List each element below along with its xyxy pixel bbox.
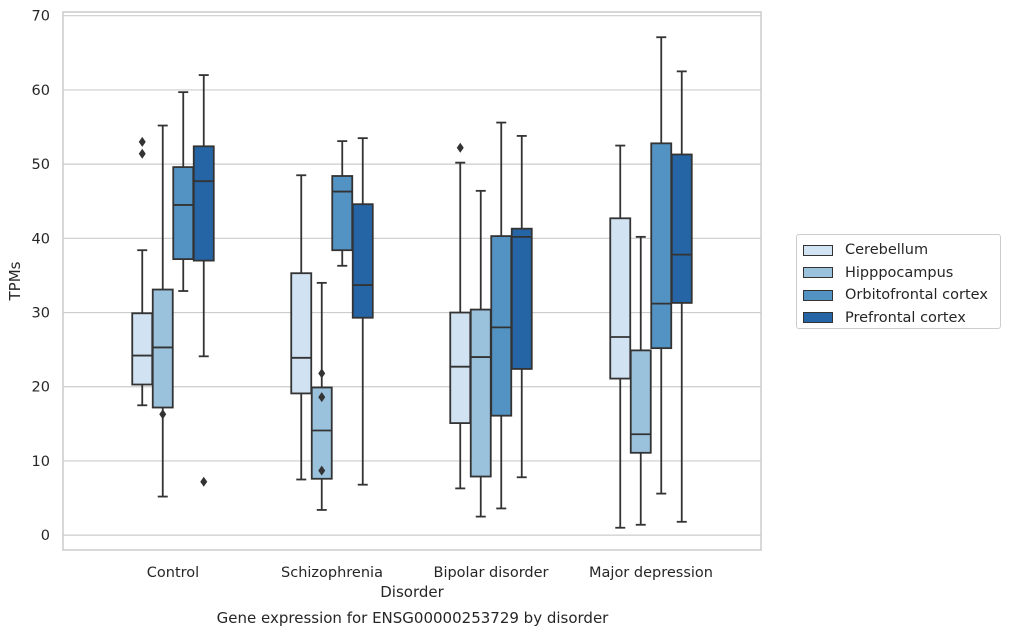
y-tick-labels: 0 10 20 30 40 50 60 70: [32, 9, 50, 544]
legend-swatch: [803, 289, 833, 301]
box-body: [192, 145, 215, 262]
legend: Cerebellum Hipppocampus Orbitofrontal cort…: [796, 234, 1001, 329]
figure-caption: Gene expression for ENSG00000253729 by d…: [216, 609, 609, 627]
x-tick-label: Bipolar disorder: [434, 565, 549, 581]
box-body: [510, 227, 533, 370]
plot-frame: [62, 11, 762, 551]
y-tick-label: 0: [41, 528, 50, 544]
box-body: [290, 272, 313, 395]
y-tick-label: 40: [32, 231, 50, 247]
box-body: [609, 217, 632, 380]
x-tick-label: Major depression: [589, 565, 713, 581]
x-tick-label: Schizophrenia: [281, 565, 383, 581]
boxes: [131, 36, 693, 529]
outlier-point: [200, 476, 208, 487]
box-hipppocampus: [629, 235, 652, 526]
box-body: [151, 288, 174, 409]
outlier-point: [318, 368, 326, 379]
legend-item: Hipppocampus: [803, 262, 994, 285]
x-tick-labels: Control Schizophrenia Bipolar disorder Majo…: [147, 565, 713, 581]
box-body: [449, 311, 472, 425]
box-hipppocampus: [469, 189, 492, 518]
box-prefrontal-cortex: [351, 137, 374, 486]
box-body: [629, 349, 652, 454]
x-axis-label: Disorder: [380, 583, 444, 601]
y-axis-label: TPMs: [6, 261, 24, 301]
y-tick-label: 30: [32, 306, 50, 322]
y-tick-label: 10: [32, 454, 50, 470]
box-body: [469, 308, 492, 478]
outlier-point: [138, 136, 146, 147]
box-hipppocampus: [310, 281, 333, 511]
legend-swatch: [803, 244, 833, 256]
legend-item: Cerebellum: [803, 239, 994, 262]
box-body: [351, 203, 374, 319]
box-cerebellum: [609, 144, 632, 529]
box-cerebellum: [290, 174, 313, 481]
box-orbitofrontal-cortex: [331, 140, 354, 267]
outlier-point: [138, 148, 146, 159]
box-prefrontal-cortex: [192, 74, 215, 487]
box-body: [172, 166, 195, 261]
x-tick-label: Control: [147, 565, 199, 581]
y-tick-label: 70: [32, 9, 50, 25]
box-prefrontal-cortex: [670, 70, 693, 523]
y-tick-label: 50: [32, 157, 50, 173]
box-body: [650, 142, 673, 350]
box-orbitofrontal-cortex: [172, 91, 195, 292]
box-body: [131, 312, 154, 386]
box-cerebellum: [449, 142, 472, 490]
outlier-point: [318, 465, 326, 476]
box-prefrontal-cortex: [510, 135, 533, 479]
legend-label: Orbitofrontal cortex: [845, 287, 988, 304]
box-body: [310, 386, 333, 480]
box-orbitofrontal-cortex: [650, 36, 673, 495]
box-body: [490, 235, 513, 417]
legend-item: Orbitofrontal cortex: [803, 284, 994, 307]
legend-swatch: [803, 267, 833, 279]
y-tick-label: 20: [32, 380, 50, 396]
legend-swatch: [803, 312, 833, 324]
outlier-point: [159, 409, 167, 420]
box-body: [331, 175, 354, 252]
legend-label: Hipppocampus: [845, 264, 954, 281]
legend-label: Cerebellum: [845, 242, 929, 259]
legend-item: Prefrontal cortex: [803, 307, 994, 330]
box-cerebellum: [131, 136, 154, 407]
outlier-point: [318, 392, 326, 403]
y-tick-label: 60: [32, 83, 50, 99]
box-body: [670, 153, 693, 304]
box-hipppocampus: [151, 124, 174, 498]
legend-label: Prefrontal cortex: [845, 309, 966, 326]
outlier-point: [456, 142, 464, 153]
box-orbitofrontal-cortex: [490, 121, 513, 510]
